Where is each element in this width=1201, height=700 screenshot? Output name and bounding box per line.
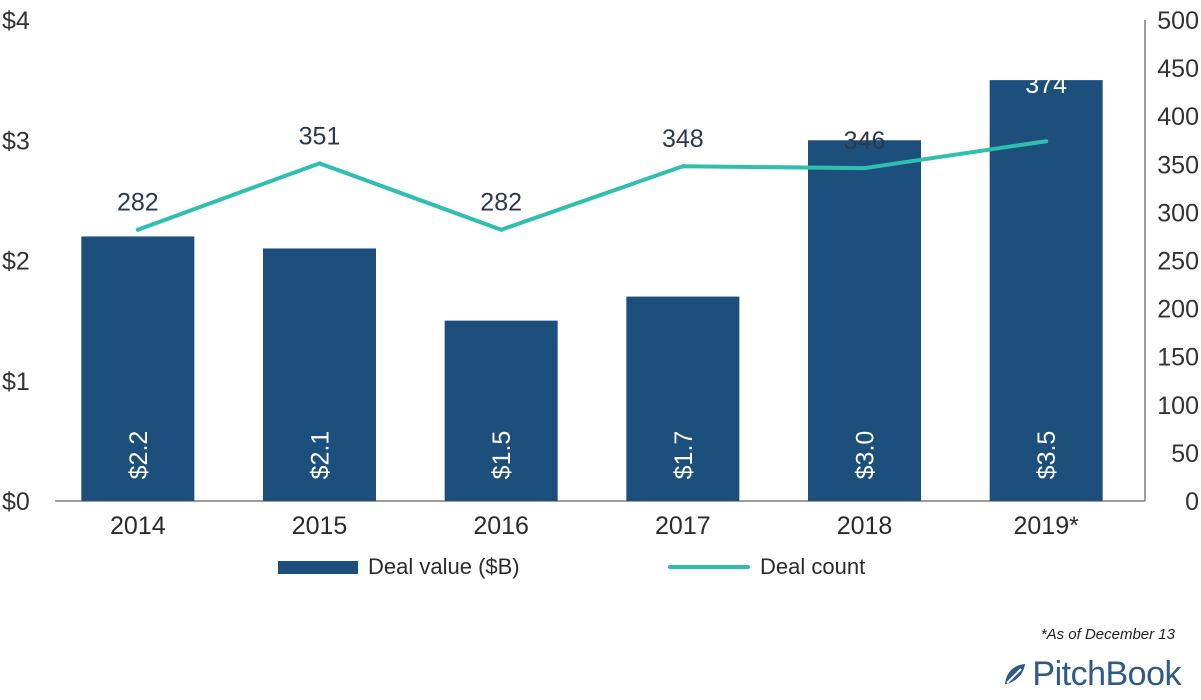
bars: $2.2 $2.1 $1.5 $1.7 $3.0 $3.5 — [81, 80, 1103, 501]
left-axis-tick-label: $3 — [2, 127, 30, 155]
left-axis: $0 $1 $2 $3 $4 — [2, 7, 30, 516]
brand-name: PitchBook — [1032, 654, 1181, 693]
deal-count-label: 346 — [844, 127, 886, 155]
left-axis-tick-label: $2 — [2, 248, 30, 276]
deal-count-point — [1044, 139, 1049, 144]
category-labels: 2014 2015 2016 2017 2018 2019* — [110, 512, 1079, 540]
category-label: 2015 — [292, 512, 348, 540]
right-axis-tick-label: 450 — [1157, 55, 1199, 83]
bar — [444, 320, 558, 501]
deal-count-label: 348 — [662, 125, 704, 153]
right-axis: 0 50 100 150 200 250 300 350 400 450 500 — [1157, 7, 1199, 516]
deal-count-label: 374 — [1025, 71, 1067, 99]
right-axis-tick-label: 400 — [1157, 103, 1199, 131]
bar-value-label: $2.2 — [125, 431, 153, 480]
bar-value-label: $1.7 — [670, 431, 698, 480]
right-axis-tick-label: 100 — [1157, 392, 1199, 420]
deal-count-line — [135, 139, 1049, 232]
category-label: 2019* — [1013, 512, 1079, 540]
legend-swatch-line — [668, 565, 750, 569]
chart: $0 $1 $2 $3 $4 0 50 100 150 200 250 300 350 400 450 50… — [2, 7, 1199, 540]
brand-logo: PitchBook — [1002, 654, 1181, 694]
right-axis-tick-label: 200 — [1157, 296, 1199, 324]
left-axis-tick-label: $1 — [2, 368, 30, 396]
bar — [989, 80, 1103, 501]
bar-value-label: $3.0 — [852, 431, 880, 480]
footnote: *As of December 13 — [1040, 626, 1175, 643]
deal-count-point — [317, 161, 322, 166]
deal-count-point — [862, 166, 867, 171]
right-axis-tick-label: 250 — [1157, 248, 1199, 276]
legend-item-deal-count: Deal count — [668, 554, 865, 580]
bar-value-label: $1.5 — [488, 431, 516, 480]
legend: Deal value ($B) Deal count — [0, 554, 1201, 584]
bar-value-label: $2.1 — [307, 431, 335, 480]
category-label: 2014 — [110, 512, 166, 540]
right-axis-tick-label: 50 — [1171, 440, 1199, 468]
right-axis-tick-label: 300 — [1157, 199, 1199, 227]
legend-item-deal-value: Deal value ($B) — [278, 554, 520, 580]
legend-swatch-bar — [278, 560, 358, 574]
bar — [808, 140, 921, 501]
left-axis-tick-label: $0 — [2, 488, 30, 516]
bar — [81, 236, 195, 501]
right-axis-tick-label: 350 — [1157, 151, 1199, 179]
deal-count-label: 282 — [480, 189, 522, 217]
legend-label-deal-value: Deal value ($B) — [368, 554, 520, 579]
bar — [263, 248, 376, 501]
right-axis-tick-label: 150 — [1157, 344, 1199, 372]
left-axis-tick-label: $4 — [2, 7, 30, 35]
pitchbook-leaf-icon — [1005, 664, 1026, 684]
deal-count-label: 351 — [299, 122, 341, 150]
bar — [626, 296, 740, 501]
deal-count-point — [680, 164, 685, 169]
right-axis-tick-label: 500 — [1157, 7, 1199, 35]
category-label: 2016 — [473, 512, 529, 540]
deal-count-point — [499, 227, 504, 232]
right-axis-tick-label: 0 — [1185, 488, 1199, 516]
category-label: 2018 — [837, 512, 893, 540]
deal-count-label: 282 — [117, 189, 159, 217]
deal-count-line-group: 282 351 282 348 346 374 — [117, 71, 1067, 232]
category-label: 2017 — [655, 512, 711, 540]
bar-value-label: $3.5 — [1033, 431, 1061, 480]
deal-count-point — [135, 227, 140, 232]
legend-label-deal-count: Deal count — [760, 554, 866, 579]
